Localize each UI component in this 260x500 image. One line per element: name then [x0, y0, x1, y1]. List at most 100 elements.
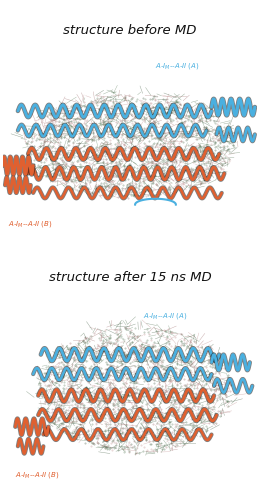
Point: [156, 408, 160, 416]
Point: [50, 124, 54, 132]
Point: [68, 396, 72, 404]
Point: [186, 116, 190, 124]
Point: [99, 344, 103, 351]
Point: [167, 183, 172, 191]
Point: [102, 414, 107, 422]
Point: [168, 164, 172, 172]
Point: [147, 386, 151, 394]
Point: [151, 94, 155, 102]
Point: [103, 365, 108, 373]
Point: [103, 165, 107, 173]
Point: [188, 150, 192, 158]
Point: [64, 182, 68, 190]
Point: [120, 184, 124, 192]
Point: [134, 422, 138, 430]
Point: [160, 358, 164, 366]
Point: [101, 158, 105, 166]
Point: [139, 418, 143, 426]
Point: [99, 356, 103, 364]
Point: [93, 184, 97, 192]
Point: [105, 160, 109, 168]
Point: [77, 130, 82, 138]
Point: [147, 118, 151, 126]
Point: [55, 387, 59, 395]
Point: [173, 172, 177, 180]
Point: [183, 142, 187, 150]
Point: [70, 410, 75, 418]
Point: [141, 178, 145, 186]
Point: [130, 414, 134, 422]
Point: [78, 171, 82, 179]
Point: [84, 382, 88, 390]
Point: [144, 392, 148, 400]
Point: [171, 393, 175, 401]
Point: [174, 106, 179, 114]
Point: [171, 410, 175, 418]
Point: [214, 128, 219, 136]
Point: [100, 370, 105, 378]
Point: [66, 148, 70, 156]
Point: [99, 397, 103, 405]
Point: [167, 109, 171, 117]
Point: [140, 190, 144, 198]
Point: [107, 96, 112, 104]
Point: [88, 362, 93, 370]
Point: [159, 103, 163, 111]
Point: [96, 133, 101, 141]
Point: [178, 118, 183, 126]
Point: [180, 118, 184, 126]
Point: [50, 169, 55, 177]
Point: [220, 160, 224, 168]
Point: [123, 184, 127, 192]
Point: [49, 377, 54, 385]
Point: [174, 364, 178, 372]
Point: [224, 134, 228, 142]
Point: [134, 332, 139, 340]
Point: [125, 128, 129, 136]
Point: [148, 171, 152, 179]
Point: [204, 384, 208, 392]
Point: [75, 396, 79, 404]
Point: [204, 124, 208, 132]
Point: [144, 400, 148, 408]
Point: [53, 148, 57, 156]
Point: [91, 148, 95, 156]
Point: [208, 111, 212, 119]
Point: [199, 114, 204, 122]
Point: [102, 102, 107, 110]
Point: [75, 370, 79, 378]
Point: [165, 334, 169, 342]
Point: [122, 356, 126, 364]
Point: [114, 132, 119, 140]
Point: [62, 133, 66, 141]
Point: [117, 414, 121, 422]
Point: [116, 193, 120, 201]
Point: [84, 116, 89, 124]
Point: [140, 162, 144, 170]
Point: [102, 124, 106, 132]
Point: [65, 354, 69, 362]
Point: [110, 156, 114, 164]
Point: [220, 406, 224, 414]
Point: [193, 380, 197, 388]
Point: [151, 400, 155, 408]
Point: [163, 164, 167, 172]
Point: [61, 371, 65, 379]
Point: [191, 148, 195, 156]
Point: [187, 396, 191, 404]
Point: [147, 137, 151, 145]
Point: [74, 136, 79, 143]
Point: [100, 154, 105, 162]
Point: [140, 398, 145, 406]
Point: [144, 419, 148, 427]
Point: [185, 390, 189, 398]
Point: [158, 128, 162, 136]
Point: [137, 181, 141, 189]
Point: [123, 350, 127, 358]
Point: [145, 446, 149, 454]
Point: [178, 370, 182, 378]
Point: [212, 150, 216, 158]
Point: [186, 396, 190, 404]
Point: [61, 110, 66, 118]
Point: [108, 334, 112, 342]
